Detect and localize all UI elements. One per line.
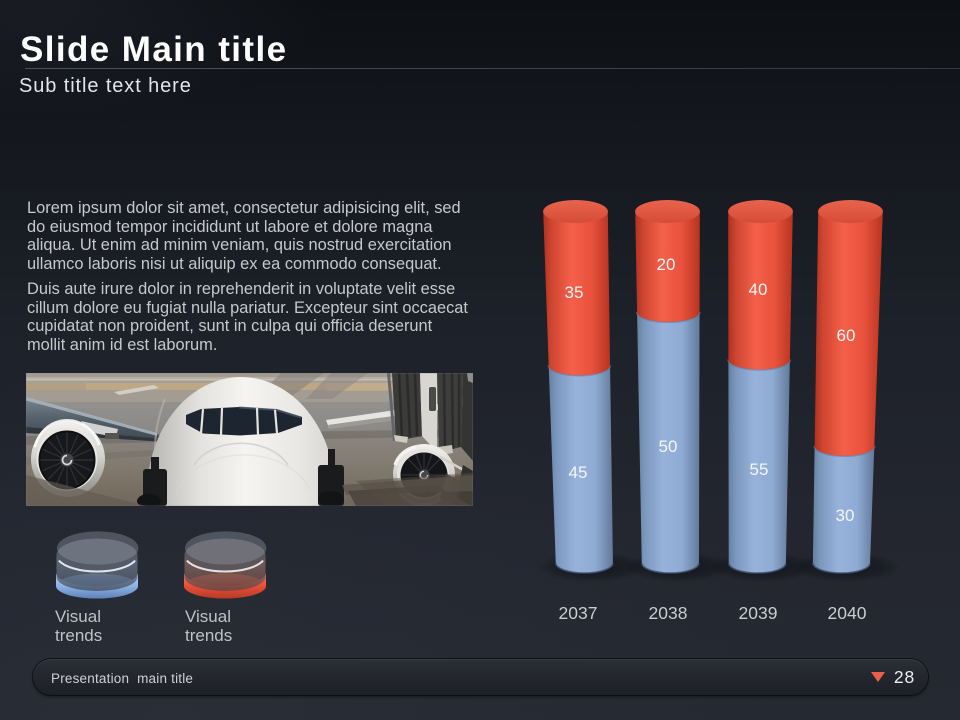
svg-text:40: 40: [749, 280, 768, 299]
svg-text:35: 35: [565, 283, 584, 302]
svg-text:30: 30: [836, 506, 855, 525]
svg-text:45: 45: [569, 463, 588, 482]
svg-text:2039: 2039: [739, 603, 778, 623]
svg-text:50: 50: [659, 437, 678, 456]
svg-text:2037: 2037: [559, 603, 598, 623]
svg-text:20: 20: [657, 255, 676, 274]
svg-text:2040: 2040: [828, 603, 867, 623]
svg-text:55: 55: [750, 460, 769, 479]
svg-text:60: 60: [837, 326, 856, 345]
svg-text:2038: 2038: [649, 603, 688, 623]
